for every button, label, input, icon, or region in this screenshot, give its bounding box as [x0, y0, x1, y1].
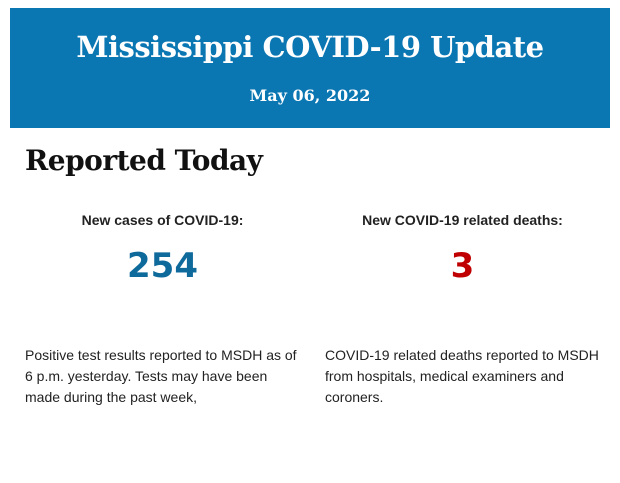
deaths-description: COVID-19 related deaths reported to MSDH… — [325, 347, 599, 405]
deaths-label: New COVID-19 related deaths: — [362, 212, 563, 228]
deaths-value: 3 — [450, 246, 475, 286]
page-title: Mississippi COVID-19 Update — [76, 30, 544, 64]
cases-panel: New cases of COVID-19: 254 — [25, 212, 300, 286]
header-banner: Mississippi COVID-19 Update May 06, 2022 — [10, 8, 610, 128]
deaths-panel: New COVID-19 related deaths: 3 — [325, 212, 600, 286]
cases-label: New cases of COVID-19: — [81, 212, 244, 228]
cases-description: Positive test results reported to MSDH a… — [25, 347, 297, 405]
cases-value: 254 — [127, 246, 198, 286]
section-title: Reported Today — [25, 144, 263, 177]
report-date: May 06, 2022 — [249, 86, 371, 105]
